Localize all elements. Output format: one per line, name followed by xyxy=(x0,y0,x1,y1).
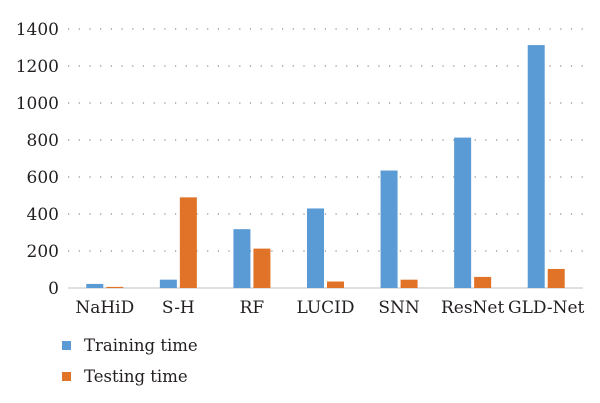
x-tick-label: NaHiD xyxy=(75,298,134,318)
x-tick-label: RF xyxy=(240,298,265,318)
x-tick-label: ResNet xyxy=(441,298,505,318)
y-tick-label: 200 xyxy=(27,242,59,262)
bar-testing xyxy=(474,276,492,288)
legend-label-training: Training time xyxy=(84,336,198,355)
bar-testing xyxy=(179,197,197,288)
bar-training xyxy=(233,229,251,288)
legend-swatch-training xyxy=(62,341,71,350)
x-axis: NaHiD S-H RF LUCID SNN ResNet GLD-Net xyxy=(75,298,584,318)
x-tick-label: GLD-Net xyxy=(508,298,584,318)
y-tick-label: 400 xyxy=(27,205,59,225)
x-tick-label: S-H xyxy=(162,298,195,318)
legend-item-training: Training time xyxy=(62,330,198,361)
bar-testing xyxy=(106,286,124,288)
y-tick-label: 0 xyxy=(48,279,59,299)
legend-item-testing: Testing time xyxy=(62,361,198,392)
bar-testing xyxy=(400,279,418,288)
x-tick-label: SNN xyxy=(378,298,420,318)
legend: Training time Testing time xyxy=(62,330,198,392)
bar-training xyxy=(454,137,472,288)
x-tick-label: LUCID xyxy=(296,298,354,318)
bar-testing xyxy=(253,248,271,288)
bar-training xyxy=(86,283,104,288)
bar-chart: 0 200 400 600 800 1000 1200 1400 NaHiD S-H RF LUCI… xyxy=(16,20,585,318)
bar-testing xyxy=(327,281,344,288)
y-tick-label: 600 xyxy=(27,168,59,188)
bar-training xyxy=(307,208,324,288)
bar-testing xyxy=(547,268,565,288)
bar-training xyxy=(159,279,177,288)
y-tick-label: 1400 xyxy=(16,20,59,40)
y-tick-label: 800 xyxy=(27,131,59,151)
legend-label-testing: Testing time xyxy=(84,367,188,386)
bars xyxy=(86,45,565,288)
bar-training xyxy=(527,45,545,288)
y-axis: 0 200 400 600 800 1000 1200 1400 xyxy=(16,20,59,299)
legend-swatch-testing xyxy=(62,372,71,381)
gridlines xyxy=(68,28,583,252)
y-tick-label: 1000 xyxy=(16,94,59,114)
bar-training xyxy=(380,170,398,288)
y-tick-label: 1200 xyxy=(16,57,59,77)
